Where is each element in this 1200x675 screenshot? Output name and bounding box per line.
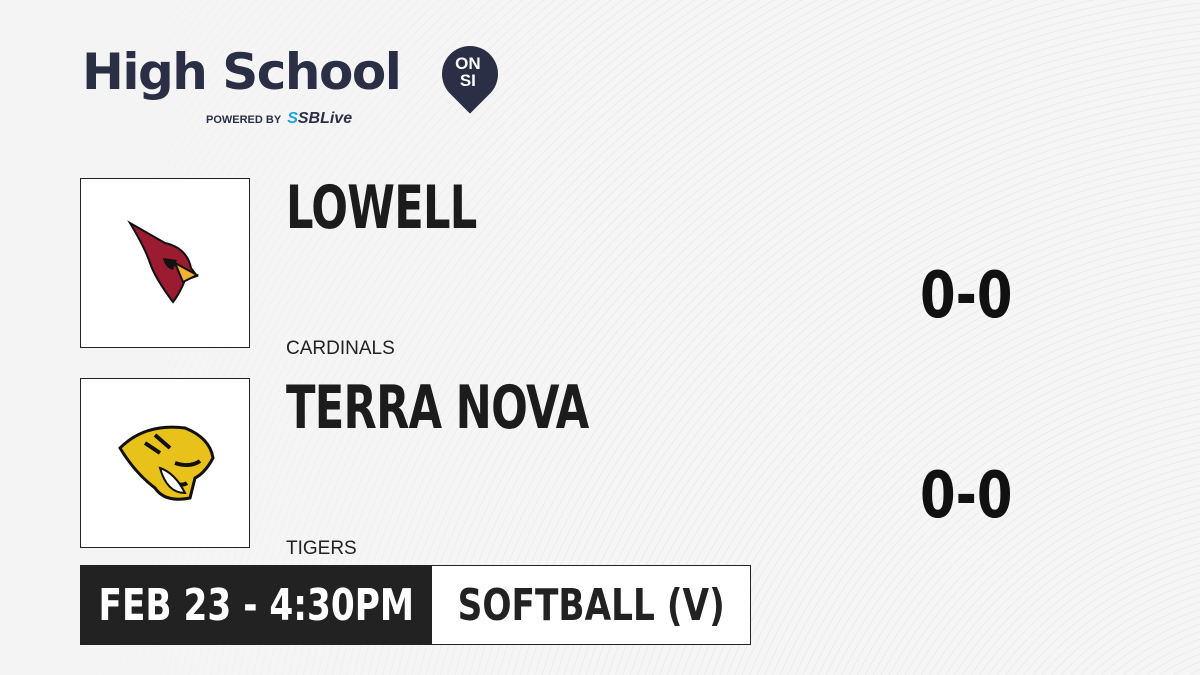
game-sport-text: SOFTBALL (V) [457, 579, 725, 631]
team-logo-lowell [80, 178, 250, 348]
game-datetime-text: FEB 23 - 4:30PM [98, 579, 415, 631]
sblive-mark: S [287, 110, 298, 127]
team-score: 0-0 [920, 259, 1013, 333]
game-info-bar: FEB 23 - 4:30PM SOFTBALL (V) [80, 565, 751, 645]
high-school-on-si-logo: High School ON SI POWERED BY SSBLive [82, 34, 510, 127]
game-sport: SOFTBALL (V) [432, 566, 750, 644]
team-mascot: CARDINALS [286, 338, 395, 359]
team-logo-terra-nova [80, 378, 250, 548]
badge-bottom: SI [459, 70, 476, 90]
game-datetime: FEB 23 - 4:30PM [81, 566, 432, 644]
team-name: LOWELL [286, 173, 477, 243]
powered-by: POWERED BY SSBLive [206, 110, 352, 128]
sblive-logo: SSBLive [287, 110, 352, 127]
cardinal-head-icon [127, 220, 200, 304]
powered-by-label: POWERED BY [206, 114, 282, 126]
team-score: 0-0 [920, 459, 1013, 533]
sblive-name: SBLive [297, 110, 353, 127]
team-mascot: TIGERS [286, 538, 357, 559]
tiger-head-icon [118, 425, 215, 501]
team-name: TERRA NOVA [286, 373, 589, 443]
logo-title: High School [82, 43, 402, 101]
